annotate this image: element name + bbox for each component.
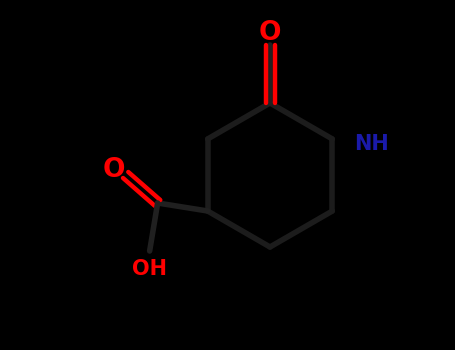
Text: NH: NH <box>354 134 389 154</box>
Text: OH: OH <box>132 259 167 279</box>
Text: O: O <box>259 20 281 46</box>
Text: O: O <box>102 157 125 183</box>
